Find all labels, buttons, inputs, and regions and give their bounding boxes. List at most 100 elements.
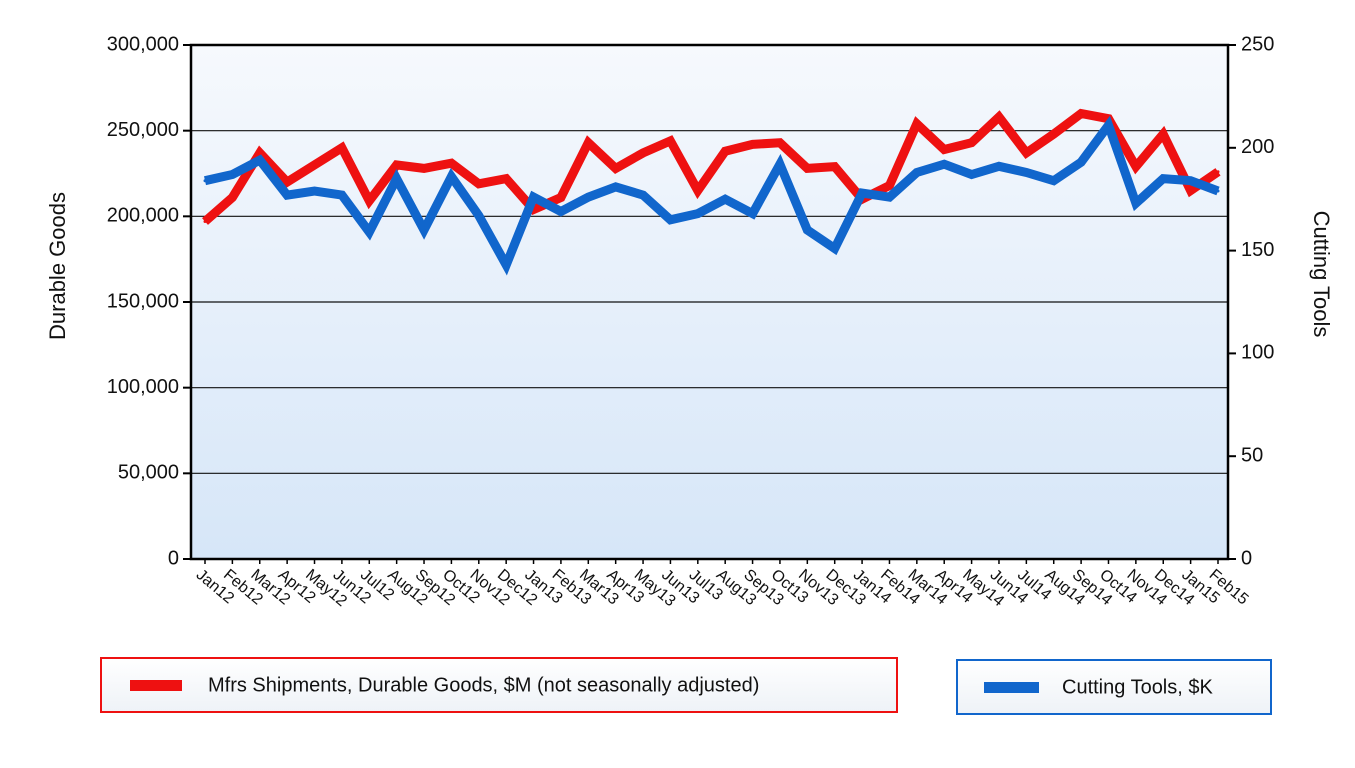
left-axis-ticks: 0 50,000 100,000 150,000 200,000 250,000 300,0… bbox=[107, 33, 191, 569]
data-point-durable-goods bbox=[1052, 132, 1056, 136]
left-tick-label: 50,000 bbox=[118, 462, 179, 484]
data-point-cutting-tools bbox=[915, 170, 919, 174]
data-point-durable-goods bbox=[340, 146, 344, 150]
data-point-durable-goods bbox=[1024, 151, 1028, 155]
data-point-durable-goods bbox=[668, 139, 672, 143]
data-point-cutting-tools bbox=[1024, 170, 1028, 174]
data-point-cutting-tools bbox=[668, 218, 672, 222]
data-point-durable-goods bbox=[367, 199, 371, 203]
data-point-cutting-tools bbox=[778, 162, 782, 166]
data-point-durable-goods bbox=[970, 141, 974, 145]
data-point-cutting-tools bbox=[887, 195, 891, 199]
legend-box-durable-goods bbox=[100, 657, 898, 713]
right-tick-label: 100 bbox=[1241, 342, 1274, 364]
left-axis-title: Durable Goods bbox=[45, 192, 70, 340]
left-tick-label: 200,000 bbox=[107, 205, 179, 227]
data-point-durable-goods bbox=[230, 195, 234, 199]
left-tick-label: 300,000 bbox=[107, 33, 179, 55]
left-tick-label: 100,000 bbox=[107, 376, 179, 398]
legend-durable-goods: Mfrs Shipments, Durable Goods, $M (not s… bbox=[100, 657, 898, 713]
data-point-cutting-tools bbox=[340, 193, 344, 197]
data-point-durable-goods bbox=[258, 151, 262, 155]
data-point-durable-goods bbox=[997, 115, 1001, 119]
data-point-cutting-tools bbox=[1216, 189, 1220, 193]
data-point-cutting-tools bbox=[833, 247, 837, 251]
data-point-cutting-tools bbox=[1106, 123, 1110, 127]
data-point-cutting-tools bbox=[559, 210, 563, 214]
data-point-cutting-tools bbox=[641, 193, 645, 197]
data-point-cutting-tools bbox=[614, 185, 618, 189]
data-point-durable-goods bbox=[778, 141, 782, 145]
data-point-cutting-tools bbox=[230, 173, 234, 177]
data-point-cutting-tools bbox=[942, 162, 946, 166]
left-tick-label: 150,000 bbox=[107, 290, 179, 312]
data-point-cutting-tools bbox=[422, 228, 426, 232]
data-point-cutting-tools bbox=[449, 175, 453, 179]
data-point-durable-goods bbox=[1189, 189, 1193, 193]
grid-lines bbox=[191, 130, 1228, 474]
data-point-cutting-tools bbox=[1079, 160, 1083, 164]
data-point-durable-goods bbox=[1079, 112, 1083, 116]
data-point-durable-goods bbox=[203, 219, 207, 223]
left-tick-label: 0 bbox=[168, 547, 179, 569]
data-point-durable-goods bbox=[559, 195, 563, 199]
data-point-durable-goods bbox=[1161, 132, 1165, 136]
right-tick-label: 0 bbox=[1241, 547, 1252, 569]
data-point-durable-goods bbox=[1134, 165, 1138, 169]
legend-cutting-tools: Cutting Tools, $K bbox=[956, 659, 1272, 715]
data-point-durable-goods bbox=[696, 189, 700, 193]
data-point-durable-goods bbox=[833, 165, 837, 169]
right-tick-label: 150 bbox=[1241, 239, 1274, 261]
right-tick-label: 50 bbox=[1241, 444, 1263, 466]
data-point-cutting-tools bbox=[1189, 179, 1193, 183]
left-tick-label: 250,000 bbox=[107, 119, 179, 141]
series-line-durable-goods bbox=[202, 108, 1221, 225]
data-point-cutting-tools bbox=[1052, 179, 1056, 183]
right-tick-label: 200 bbox=[1241, 136, 1274, 158]
data-point-durable-goods bbox=[313, 163, 317, 167]
data-point-durable-goods bbox=[395, 163, 399, 167]
right-axis-ticks: 0 50 100 150 200 250 bbox=[1228, 33, 1274, 569]
data-point-durable-goods bbox=[586, 141, 590, 145]
data-point-cutting-tools bbox=[477, 214, 481, 218]
legend-swatch-durable-goods bbox=[130, 680, 182, 691]
data-point-durable-goods bbox=[477, 182, 481, 186]
data-point-cutting-tools bbox=[1161, 177, 1165, 181]
data-point-cutting-tools bbox=[504, 263, 508, 267]
data-point-durable-goods bbox=[449, 161, 453, 165]
series-lines bbox=[202, 108, 1221, 276]
data-point-cutting-tools bbox=[860, 191, 864, 195]
data-point-durable-goods bbox=[1216, 170, 1220, 174]
data-point-durable-goods bbox=[942, 148, 946, 152]
data-point-durable-goods bbox=[751, 142, 755, 146]
x-axis-ticks: Jan12Feb12Mar12Apr12May12Jun12Jul12Aug12… bbox=[193, 559, 1251, 610]
data-point-cutting-tools bbox=[532, 195, 536, 199]
data-point-durable-goods bbox=[641, 151, 645, 155]
data-point-cutting-tools bbox=[313, 189, 317, 193]
legend-swatch-cutting-tools bbox=[984, 682, 1039, 693]
data-point-cutting-tools bbox=[258, 158, 262, 162]
data-point-durable-goods bbox=[614, 166, 618, 170]
data-point-durable-goods bbox=[915, 122, 919, 126]
data-point-cutting-tools bbox=[1134, 201, 1138, 205]
legend-label-cutting-tools: Cutting Tools, $K bbox=[1062, 676, 1213, 698]
data-point-durable-goods bbox=[504, 177, 508, 181]
data-point-durable-goods bbox=[805, 166, 809, 170]
data-point-durable-goods bbox=[285, 180, 289, 184]
data-point-cutting-tools bbox=[395, 177, 399, 181]
legend-label-durable-goods: Mfrs Shipments, Durable Goods, $M (not s… bbox=[208, 674, 759, 696]
data-point-durable-goods bbox=[887, 183, 891, 187]
data-point-cutting-tools bbox=[805, 228, 809, 232]
data-point-cutting-tools bbox=[723, 197, 727, 201]
data-point-cutting-tools bbox=[586, 195, 590, 199]
data-point-cutting-tools bbox=[970, 173, 974, 177]
data-point-cutting-tools bbox=[203, 179, 207, 183]
right-tick-label: 250 bbox=[1241, 33, 1274, 55]
data-point-cutting-tools bbox=[997, 164, 1001, 168]
data-point-cutting-tools bbox=[696, 212, 700, 216]
right-axis-title: Cutting Tools bbox=[1309, 211, 1334, 338]
series-line-cutting-tools bbox=[204, 115, 1220, 276]
data-point-cutting-tools bbox=[751, 212, 755, 216]
